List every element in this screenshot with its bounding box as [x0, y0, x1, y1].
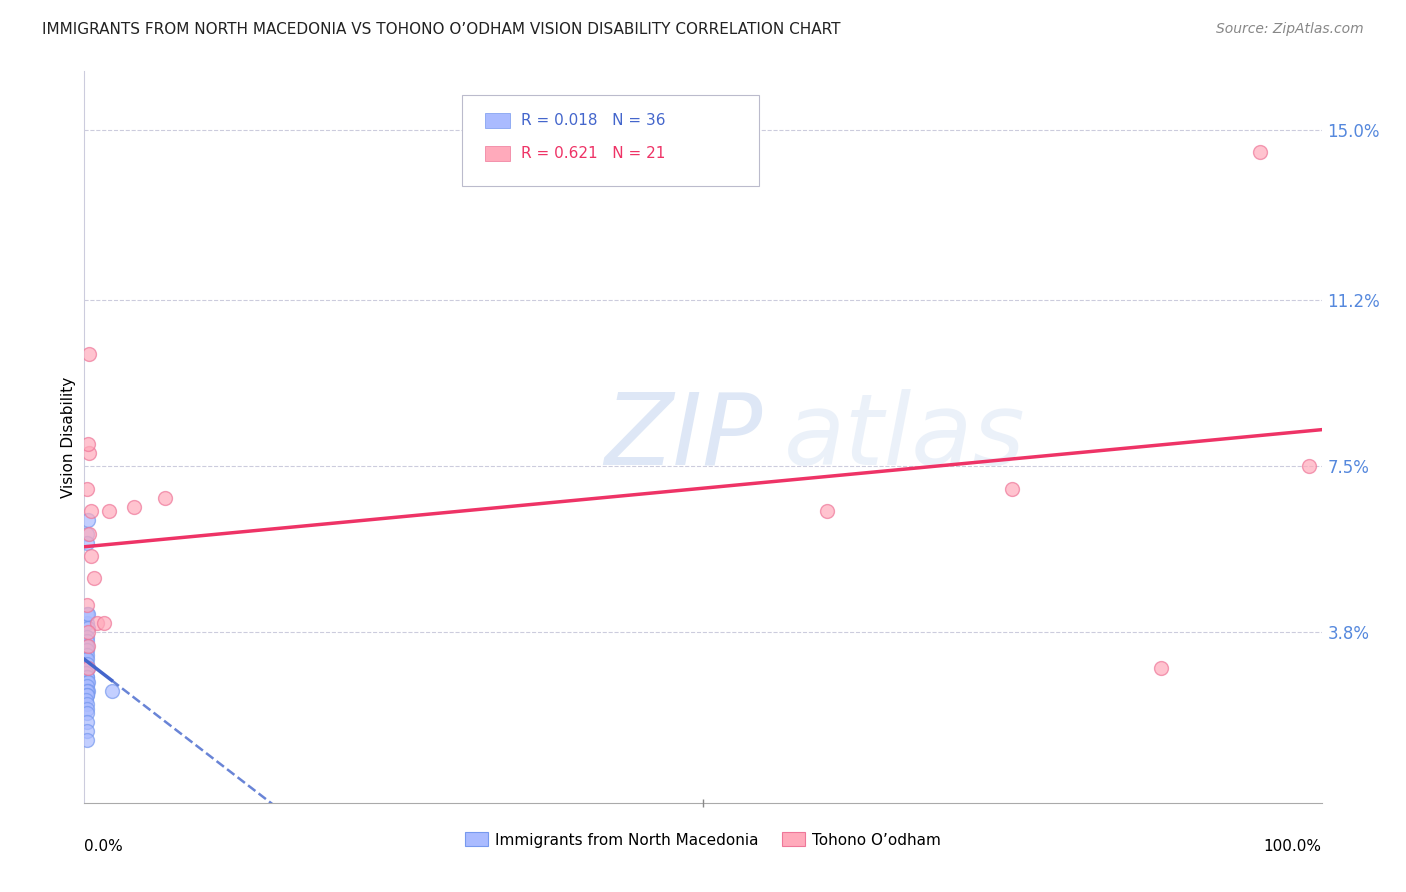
Point: [76, 701, 98, 715]
Point: [76, 674, 98, 689]
Text: 100.0%: 100.0%: [1264, 839, 1322, 855]
Point: [76, 639, 98, 653]
Point: [76, 683, 98, 698]
Point: [76, 616, 98, 631]
Point: [76, 607, 98, 622]
Point: [76, 706, 98, 720]
Point: [76, 661, 98, 675]
Text: ZIP: ZIP: [605, 389, 762, 485]
Point: [98, 504, 121, 518]
Text: atlas: atlas: [783, 389, 1025, 485]
Point: [76, 688, 98, 702]
Point: [86, 616, 108, 631]
Point: [122, 500, 145, 514]
Point: [76, 679, 98, 693]
Point: [75, 665, 97, 680]
Text: R = 0.018   N = 36: R = 0.018 N = 36: [522, 113, 665, 128]
Point: [76, 688, 98, 702]
Point: [77, 674, 100, 689]
Point: [76, 535, 98, 549]
FancyBboxPatch shape: [485, 146, 510, 161]
Text: R = 0.621   N = 21: R = 0.621 N = 21: [522, 145, 665, 161]
Point: [76, 670, 98, 684]
Text: 0.0%: 0.0%: [84, 839, 124, 855]
Point: [77, 639, 100, 653]
Point: [77, 661, 100, 675]
Point: [1249, 145, 1271, 160]
Point: [153, 491, 176, 505]
Point: [93, 616, 115, 631]
Point: [76, 657, 98, 671]
Point: [76, 714, 98, 729]
Point: [76, 670, 98, 684]
Point: [83, 571, 105, 585]
Point: [76, 643, 98, 657]
Point: [77, 621, 100, 635]
Point: [79, 347, 101, 361]
Point: [1298, 459, 1320, 474]
Point: [76, 634, 98, 648]
Legend: Immigrants from North Macedonia, Tohono O’odham: Immigrants from North Macedonia, Tohono …: [458, 826, 948, 854]
Point: [1001, 482, 1024, 496]
Point: [76, 599, 98, 613]
Point: [815, 504, 838, 518]
Point: [77, 437, 100, 451]
Point: [77, 607, 100, 622]
Point: [76, 630, 98, 644]
Point: [79, 504, 101, 518]
Point: [77, 625, 100, 640]
FancyBboxPatch shape: [461, 95, 759, 186]
Point: [76, 652, 98, 666]
Point: [76, 724, 98, 739]
Text: Source: ZipAtlas.com: Source: ZipAtlas.com: [1216, 22, 1364, 37]
Point: [77, 661, 100, 675]
Point: [75, 639, 97, 653]
Point: [79, 446, 101, 460]
FancyBboxPatch shape: [485, 113, 510, 128]
Point: [75, 692, 97, 706]
Point: [75, 652, 97, 666]
Text: IMMIGRANTS FROM NORTH MACEDONIA VS TOHONO O’ODHAM VISION DISABILITY CORRELATION : IMMIGRANTS FROM NORTH MACEDONIA VS TOHON…: [42, 22, 841, 37]
Point: [77, 683, 100, 698]
Point: [79, 549, 101, 563]
Point: [100, 683, 122, 698]
Point: [1150, 661, 1173, 675]
Point: [76, 697, 98, 711]
Point: [76, 482, 98, 496]
Y-axis label: Vision Disability: Vision Disability: [60, 376, 76, 498]
Point: [76, 526, 98, 541]
Point: [77, 513, 100, 527]
Point: [76, 648, 98, 662]
Point: [79, 526, 101, 541]
Point: [76, 733, 98, 747]
